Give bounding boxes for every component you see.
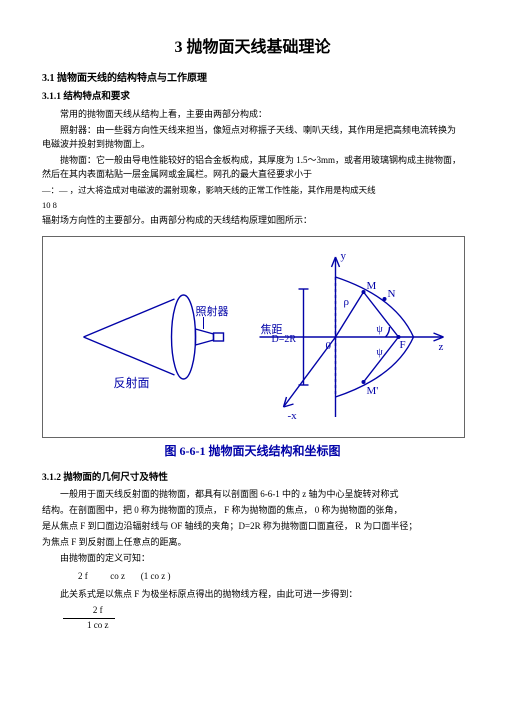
svg-text:D=2R: D=2R bbox=[272, 334, 297, 345]
p6: 一般用于面天线反射面的抛物面，都具有以剖面图 6-6-1 中的 z 轴为中心呈旋… bbox=[42, 488, 463, 502]
svg-text:N: N bbox=[388, 288, 396, 300]
svg-text:-x: -x bbox=[288, 410, 298, 422]
svg-text:ρ: ρ bbox=[344, 296, 350, 308]
figure-caption: 图 6-6-1 抛物面天线结构和坐标图 bbox=[42, 442, 463, 461]
section-3-1: 3.1 抛物面天线的结构特点与工作原理 bbox=[42, 71, 463, 87]
svg-text:M: M bbox=[367, 280, 377, 292]
svg-text:M': M' bbox=[367, 385, 379, 397]
p10: 由抛物面的定义可知： bbox=[42, 552, 463, 566]
p7: 结构。在剖面图中，把 0 称为抛物面的顶点， F 称为抛物面的焦点， 0 称为抛… bbox=[42, 504, 463, 518]
section-3-1-1: 3.1.1 结构特点和要求 bbox=[42, 90, 463, 105]
svg-text:F: F bbox=[400, 339, 406, 351]
equation-2: 2 f1 co z bbox=[42, 604, 463, 633]
doc-title: 3 抛物面天线基础理论 bbox=[42, 36, 463, 61]
p-frac-denom: 10 8 bbox=[42, 199, 463, 212]
section-3-1-2: 3.1.2 抛物面的几何尺寸及特性 bbox=[42, 471, 463, 486]
p9: 为焦点 F 到反射面上任意点的距离。 bbox=[42, 536, 463, 550]
svg-text:z: z bbox=[439, 341, 444, 353]
p8: 是从焦点 F 到口面边沿辐射线与 OF 轴线的夹角；D=2R 称为抛物面口面直径… bbox=[42, 520, 463, 534]
svg-text:0: 0 bbox=[326, 340, 332, 352]
p-paowumian: 抛物面：它一般由导电性能较好的铝合金板构成，其厚度为 1.5～3mm，或者用玻璃… bbox=[42, 154, 463, 182]
p-zhaosheqi: 照射器：由一些弱方向性天线来担当，像短点对称振子天线、喇叭天线，其作用是把高频电… bbox=[42, 124, 463, 152]
figure-6-6-1: 照射器 反射面 y -x ρ 焦距 D=2R M N bbox=[42, 236, 465, 438]
p11: 此关系式是以焦点 F 为极坐标原点得出的抛物线方程，由此可进一步得到： bbox=[42, 588, 463, 602]
p-summary: 辐射场方向性的主要部分。由两部分构成的天线结构原理如图所示： bbox=[42, 214, 463, 228]
label-fanshe: 反射面 bbox=[114, 375, 150, 390]
svg-text:ψ: ψ bbox=[377, 347, 384, 358]
equation-1: 2 f co z (1 co z ) bbox=[42, 570, 463, 584]
svg-text:ψ: ψ bbox=[377, 324, 384, 335]
p-frac-line: —：— ，过大将造成对电磁波的漏射现象，影响天线的正常工作性能，其作用是构成天线 bbox=[42, 184, 463, 197]
label-zhaoshe: 照射器 bbox=[196, 304, 229, 318]
p-intro: 常用的抛物面天线从结构上看，主要由两部分构成： bbox=[42, 108, 463, 122]
svg-text:y: y bbox=[341, 250, 347, 262]
